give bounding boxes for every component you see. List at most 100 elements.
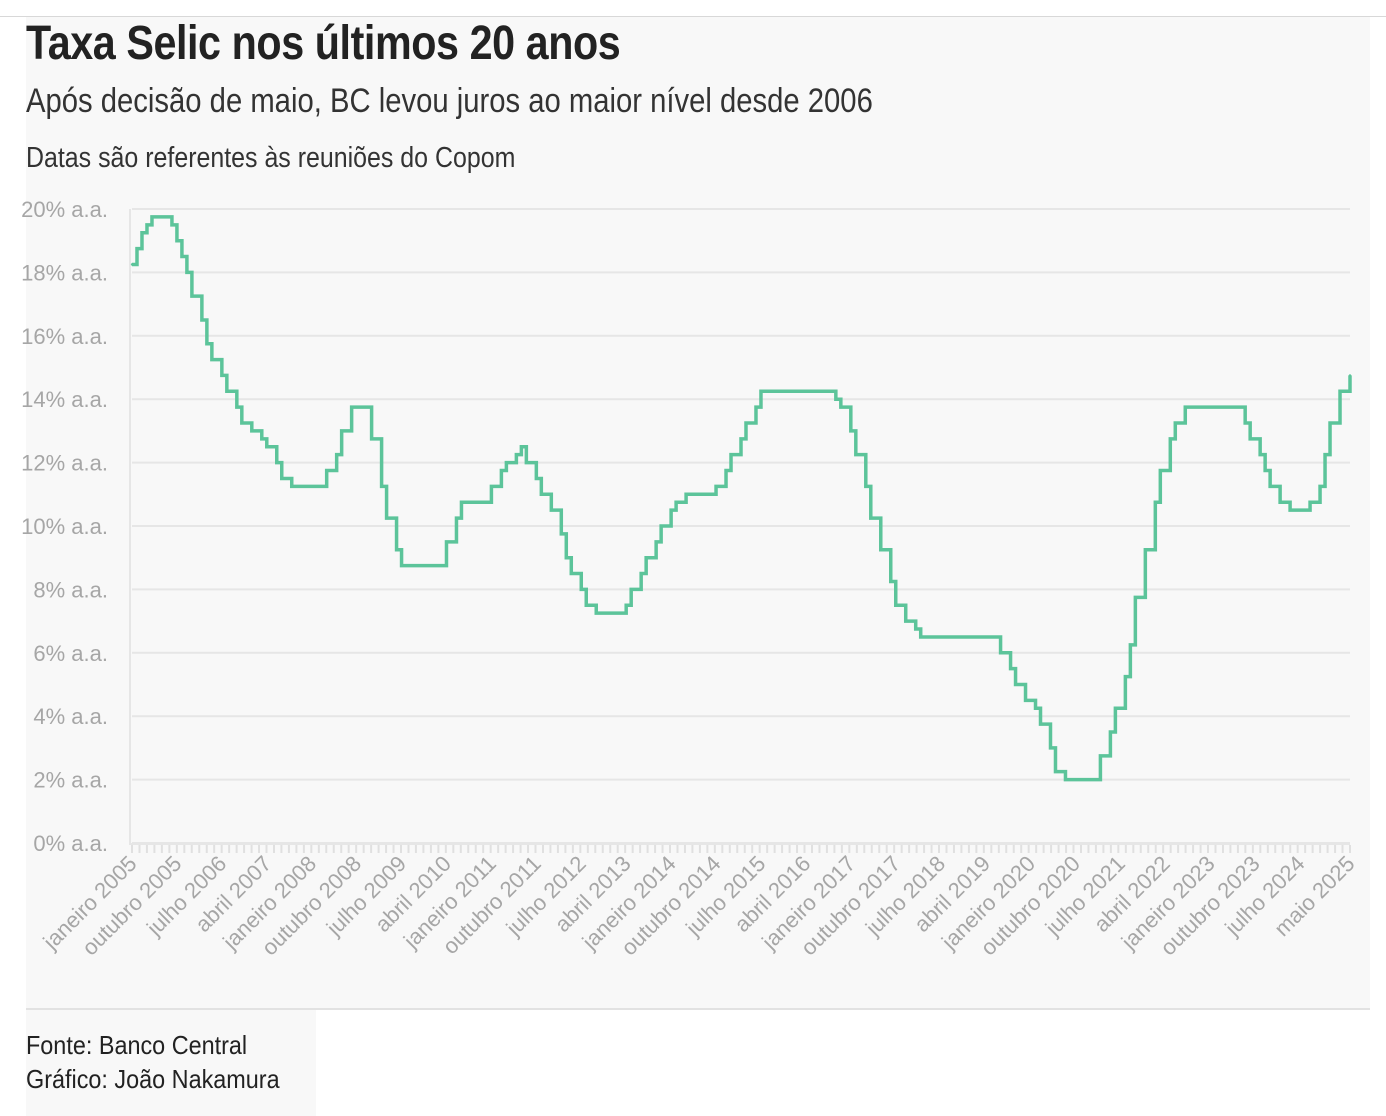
data-point — [395, 548, 398, 551]
y-tick-label: 2% a.a. — [33, 768, 108, 793]
data-point — [560, 532, 563, 536]
data-point — [535, 477, 538, 480]
data-point — [1278, 501, 1282, 504]
data-point — [674, 501, 678, 504]
data-point — [904, 619, 907, 623]
data-point — [350, 405, 353, 409]
y-tick-label: 20% a.a. — [21, 197, 108, 222]
data-point — [540, 493, 543, 496]
data-point — [135, 247, 139, 250]
data-point — [894, 604, 897, 607]
data-point — [220, 374, 224, 377]
data-point — [654, 540, 658, 544]
y-tick-label: 12% a.a. — [21, 451, 108, 476]
data-point — [210, 358, 214, 361]
data-point — [919, 635, 922, 639]
data-point — [864, 485, 867, 488]
data-point — [834, 398, 838, 401]
series-layer — [130, 215, 1352, 782]
data-point — [1243, 421, 1247, 425]
data-point — [170, 223, 174, 227]
data-point — [1308, 501, 1312, 504]
data-point — [205, 342, 209, 345]
data-point — [520, 445, 523, 448]
data-point — [714, 485, 718, 488]
data-point — [385, 516, 388, 520]
data-point — [1034, 707, 1037, 710]
y-tick-label: 4% a.a. — [33, 704, 108, 729]
data-point — [759, 390, 763, 393]
data-point — [1054, 770, 1057, 773]
selic-rate-line — [132, 215, 1352, 782]
data-point — [235, 405, 239, 409]
y-tick-labels: 0% a.a. 2% a.a. 4% a.a. 6% a.a. 8% a.a. 10% a… — [21, 197, 108, 856]
data-point — [370, 437, 373, 441]
data-point — [869, 516, 872, 520]
data-point — [180, 255, 184, 258]
credit-text: Gráfico: João Nakamura — [26, 1064, 280, 1094]
data-point — [744, 421, 748, 425]
data-point — [260, 437, 263, 441]
y-tick-label: 14% a.a. — [21, 387, 108, 412]
data-point — [460, 501, 463, 504]
data-point — [500, 469, 503, 472]
data-point — [1248, 437, 1252, 441]
data-point — [325, 469, 328, 472]
y-tick-label: 18% a.a. — [21, 260, 108, 285]
data-point — [754, 405, 758, 409]
data-point — [400, 564, 403, 567]
data-point — [380, 485, 383, 488]
data-point — [240, 421, 244, 425]
data-point — [1099, 754, 1102, 758]
data-point — [145, 223, 149, 227]
data-point — [280, 477, 283, 480]
data-point — [175, 239, 179, 242]
data-point — [1014, 683, 1017, 686]
data-point — [1064, 778, 1067, 781]
data-point — [515, 453, 518, 456]
data-point — [639, 572, 643, 575]
data-point — [1288, 508, 1292, 512]
data-point — [629, 588, 633, 591]
data-point — [1154, 501, 1157, 504]
data-point — [1318, 485, 1322, 488]
data-point — [1258, 453, 1262, 456]
chart-title: Taxa Selic nos últimos 20 anos — [26, 17, 621, 70]
y-tick-label: 6% a.a. — [33, 641, 108, 666]
data-point — [595, 611, 598, 615]
data-point — [839, 405, 843, 409]
data-point — [999, 651, 1002, 654]
y-tick-label: 0% a.a. — [33, 831, 108, 856]
data-point — [1109, 730, 1112, 734]
data-point — [1323, 453, 1327, 456]
data-point — [265, 445, 268, 448]
data-point — [729, 453, 733, 456]
data-point — [570, 572, 573, 575]
data-point — [1268, 485, 1272, 488]
data-point — [644, 556, 648, 559]
data-point — [200, 318, 204, 322]
panel-bottom-rule — [26, 1008, 1370, 1010]
data-point — [290, 485, 293, 488]
data-point — [585, 604, 588, 607]
data-point — [669, 508, 673, 512]
data-point — [1024, 699, 1027, 702]
data-point — [724, 469, 728, 472]
data-point — [140, 231, 144, 234]
data-point — [505, 461, 508, 464]
data-point — [1049, 746, 1052, 750]
data-point — [1338, 390, 1342, 393]
data-point — [1328, 421, 1332, 425]
data-point — [335, 453, 338, 456]
axis-layer — [129, 209, 1351, 853]
data-point — [849, 429, 853, 433]
data-point — [1184, 405, 1187, 409]
top-rule — [0, 16, 1386, 17]
data-point — [1009, 667, 1012, 670]
data-point — [914, 627, 917, 631]
data-point — [275, 461, 278, 464]
data-point — [739, 437, 743, 441]
data-point — [684, 493, 688, 496]
data-point — [624, 604, 628, 607]
